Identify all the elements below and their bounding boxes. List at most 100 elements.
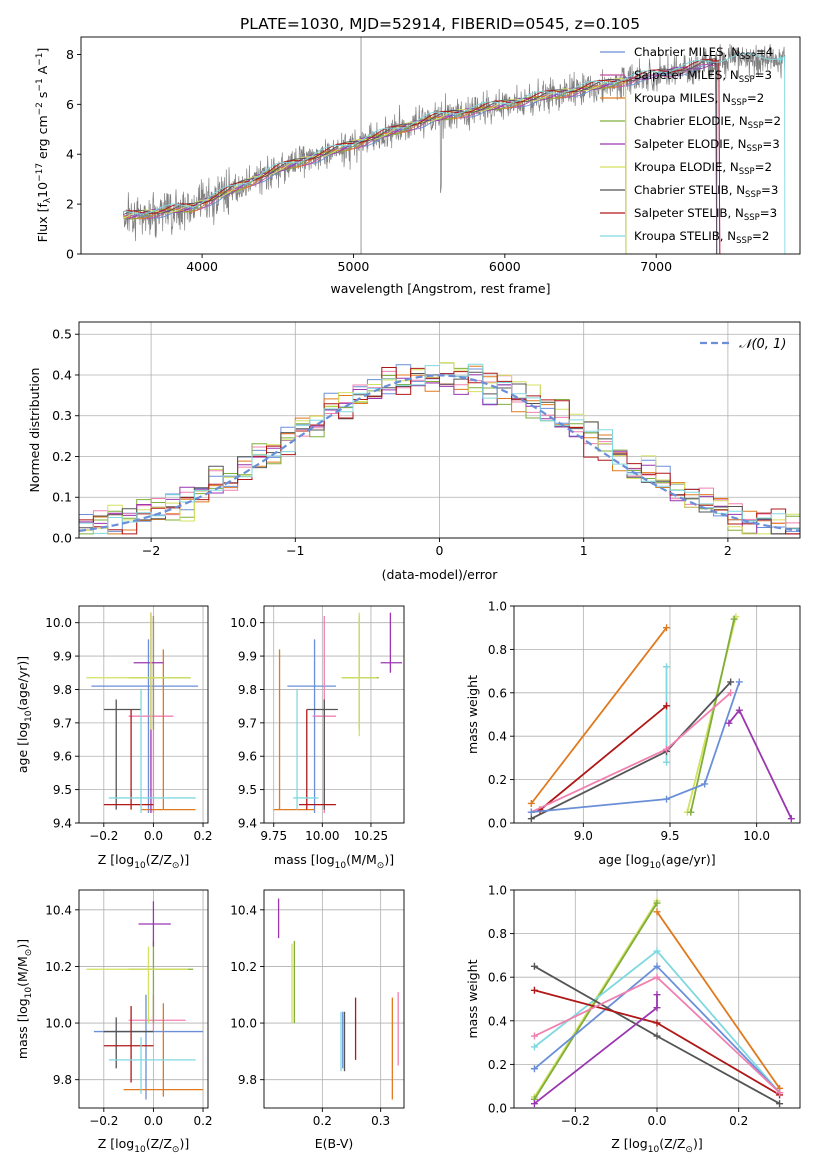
x-tick-label: 7000 — [640, 259, 672, 274]
legend-entry: Kroupa ELODIE, NSSP=2 — [634, 160, 772, 177]
x-tick-label: 0 — [436, 543, 444, 558]
y-tick-label: 10.0 — [45, 616, 72, 630]
data-marker — [687, 808, 695, 816]
x-axis-label-part: E(B-V) — [315, 1136, 354, 1151]
data-marker — [776, 1100, 784, 1108]
data-marker — [653, 991, 661, 999]
x-axis-label-part: Z [log — [98, 852, 134, 867]
data-marker — [701, 780, 709, 788]
y-tick-label: 10.2 — [230, 960, 257, 974]
y-tick-label: 10.4 — [45, 903, 72, 917]
data-marker — [653, 1019, 661, 1027]
y-tick-label: 1.0 — [488, 600, 507, 614]
axes-frame — [513, 889, 801, 1109]
data-marker — [530, 962, 538, 970]
y-tick-label: 0.4 — [488, 1014, 507, 1028]
x-axis-label: (data-model)/error — [382, 567, 499, 582]
legend-text: Chabrier MILES, N — [634, 45, 740, 59]
y-tick-label: 10.0 — [230, 616, 257, 630]
series-line — [530, 692, 732, 813]
x-axis-label-part: (M/M — [346, 852, 377, 867]
legend-entry: Kroupa MILES, NSSP=2 — [634, 91, 764, 108]
legend-sub: SSP — [748, 121, 764, 131]
y-tick-label: 0.6 — [488, 686, 507, 700]
x-axis-label-part: age [log — [598, 852, 649, 867]
legend-entry: 𝒩(0, 1) — [739, 337, 786, 352]
y-tick-label: 0.2 — [488, 1058, 507, 1072]
y-axis-label: Normed distribution — [27, 368, 42, 493]
y-tick-label: 9.6 — [53, 750, 72, 764]
legend-text: Chabrier STELIB, N — [634, 183, 745, 197]
x-tick-label: 9.75 — [260, 829, 287, 843]
y-axis-label-part: −1 — [35, 53, 45, 66]
x-axis-label-part: ⊙ — [377, 861, 385, 871]
model-spectrum — [123, 81, 627, 254]
y-tick-label: 9.4 — [53, 817, 72, 831]
y-tick-label: 0.0 — [488, 817, 507, 831]
legend-sub: SSP — [739, 75, 755, 85]
legend-tail: =3 — [762, 137, 779, 151]
y-tick-label: 9.7 — [53, 716, 72, 730]
y-axis-label-part: (age/yr)] — [15, 656, 30, 711]
axes-frame — [80, 36, 801, 255]
legend-text: Kroupa STELIB, N — [634, 229, 736, 243]
legend-text: Kroupa MILES, N — [634, 91, 731, 105]
legend-text: Salpeter ELODIE, N — [634, 137, 746, 151]
x-axis-label-part: Z [log — [98, 1136, 134, 1151]
data-marker — [530, 1100, 538, 1108]
legend-sub: SSP — [739, 167, 755, 177]
x-axis-label: Z [log10(Z/Z⊙)] — [98, 1136, 189, 1155]
legend-tail: =4 — [756, 45, 773, 59]
data-marker — [530, 1032, 538, 1040]
x-tick-label: 4000 — [186, 259, 218, 274]
x-axis-label-part: )] — [384, 852, 394, 867]
series-line — [533, 994, 658, 1105]
data-marker — [777, 56, 784, 63]
x-tick-label: 0.3 — [371, 1114, 390, 1128]
y-axis-label: mass weight — [465, 675, 480, 754]
legend-tail: =3 — [760, 206, 777, 220]
legend-tail: =2 — [752, 229, 769, 243]
x-tick-label: 9.0 — [574, 829, 593, 843]
axes-frame — [263, 889, 405, 1109]
data-marker — [527, 815, 535, 823]
x-tick-label: 2 — [724, 543, 732, 558]
y-tick-label: 0 — [66, 247, 74, 262]
y-axis-label-part: ⊙ — [24, 949, 34, 957]
y-tick-label: 9.5 — [238, 783, 257, 797]
y-axis-label-part: s — [35, 92, 50, 103]
y-axis-label-part: erg cm — [35, 115, 50, 163]
data-marker — [653, 1032, 661, 1040]
x-axis-label-part: (Z/Z — [146, 852, 172, 867]
data-marker — [653, 947, 661, 955]
model-spectrum — [123, 78, 627, 254]
y-axis-label: mass weight — [465, 959, 480, 1038]
y-tick-label: 8 — [66, 47, 74, 62]
model-spectrum — [123, 58, 718, 254]
data-marker — [663, 663, 671, 671]
y-tick-label: 0.5 — [52, 327, 72, 342]
x-tick-label: 6000 — [489, 259, 521, 274]
y-tick-label: 9.8 — [53, 683, 72, 697]
y-axis-label: age [log10(age/yr)] — [15, 656, 34, 773]
x-tick-label: 1 — [580, 543, 588, 558]
legend-text: Chabrier ELODIE, N — [634, 114, 748, 128]
axes-frame — [263, 605, 405, 824]
y-axis-label-part: −2 — [35, 102, 45, 115]
legend-tail: =2 — [764, 114, 781, 128]
y-tick-label: 6 — [66, 97, 74, 112]
x-tick-label: 0.2 — [193, 1114, 212, 1128]
y-tick-label: 0.4 — [488, 730, 507, 744]
series-line — [539, 705, 668, 811]
y-axis-label-part: mass [log — [15, 998, 30, 1059]
data-marker — [663, 702, 671, 710]
x-axis-label: wavelength [Angstrom, rest frame] — [330, 281, 550, 296]
y-axis-label-part: 10 — [24, 987, 34, 999]
normal-curve — [79, 374, 800, 532]
data-marker — [653, 908, 661, 916]
y-tick-label: 0.0 — [488, 1102, 507, 1116]
x-axis-label-part: 10 — [134, 1145, 146, 1155]
legend-entry: Salpeter ELODIE, NSSP=3 — [634, 137, 780, 154]
